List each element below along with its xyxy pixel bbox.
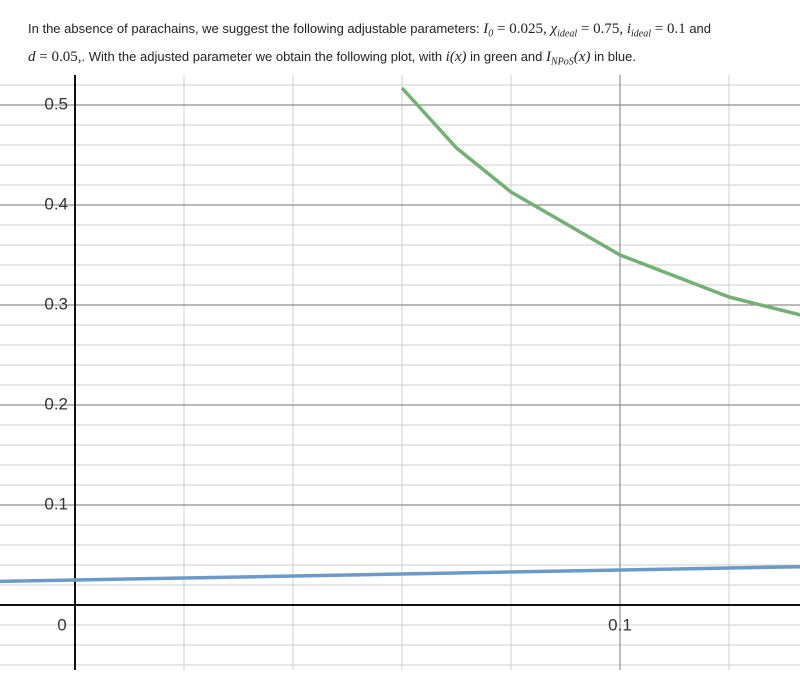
line	[400, 86, 800, 317]
line	[0, 564, 800, 584]
text: In the absence of parachains, we suggest…	[28, 21, 484, 36]
math: (x)	[573, 48, 591, 65]
math: i(x)	[445, 48, 467, 65]
math: d	[28, 48, 36, 65]
math: ideal	[557, 28, 578, 40]
text: . With the adjusted parameter we obtain …	[81, 48, 446, 64]
y-tick-label: 0.4	[44, 194, 68, 213]
math: i	[626, 21, 631, 37]
math: NPoS	[551, 56, 574, 68]
math: 0	[488, 28, 494, 40]
math: = 0.025,	[493, 21, 551, 37]
math: = 0.75,	[577, 21, 627, 37]
x-tick-label: 0	[57, 615, 66, 634]
x-tick-label: 0.1	[608, 615, 632, 634]
text: in green and	[466, 48, 547, 64]
plot-area	[0, 86, 800, 584]
y-tick-label: 0.5	[44, 94, 68, 113]
math: χ	[550, 21, 558, 37]
y-tick-label: 0.2	[44, 394, 68, 413]
text: in blue.	[590, 48, 636, 64]
y-tick-label: 0.1	[44, 494, 68, 513]
y-tick-label: 0.3	[44, 294, 68, 313]
text: and	[685, 21, 712, 36]
paragraph: In the absence of parachains, we suggest…	[28, 18, 788, 73]
math: I	[546, 48, 552, 65]
math: ideal	[631, 28, 651, 40]
math: = 0.1	[651, 21, 686, 37]
math: = 0.05,	[35, 48, 82, 65]
math: I	[483, 21, 489, 37]
